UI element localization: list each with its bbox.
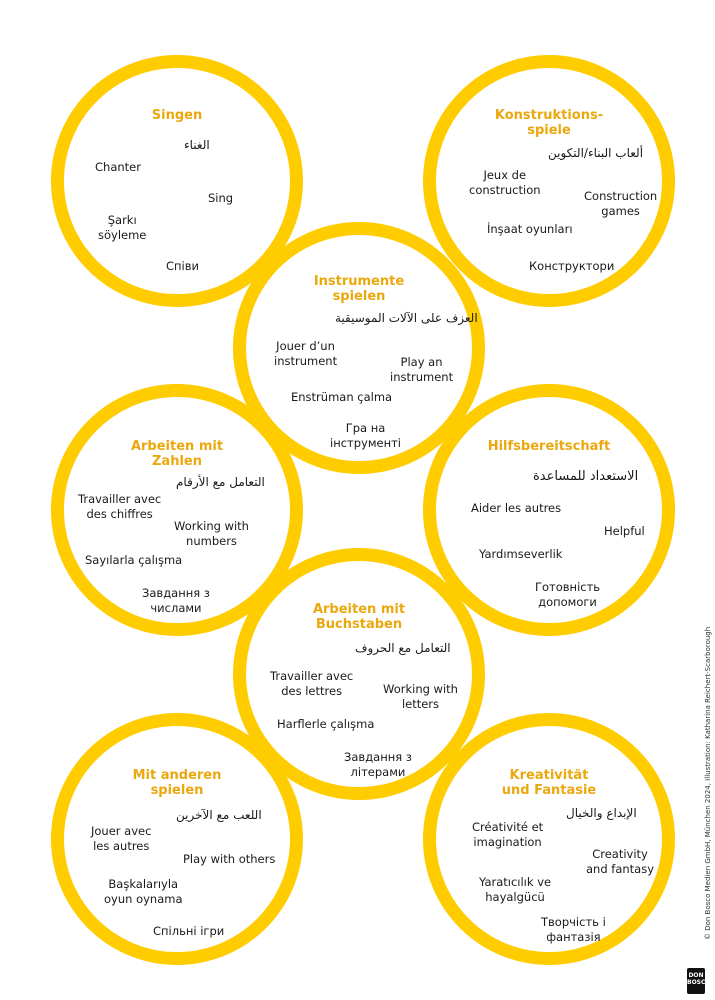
word-english: Sing [208, 191, 234, 205]
logo-text: DON BOSCO [687, 972, 711, 986]
word-turkish: Sayılarla çalışma [85, 553, 183, 567]
word-arabic: العزف على الآلات الموسيقية [335, 311, 478, 325]
word-arabic: الاستعداد للمساعدة [533, 469, 639, 484]
word-arabic: ألعاب البناء/التكوين [548, 146, 644, 160]
word-ukrainian: Спільні ігри [153, 924, 225, 938]
word-arabic: الإبداع والخيال [566, 806, 637, 820]
publisher-logo: DON BOSCO [687, 968, 711, 994]
circle-title: Instrumente spielen [313, 274, 405, 304]
word-french: Chanter [95, 160, 141, 174]
word-french: Jeux de construction [469, 168, 541, 197]
word-ukrainian: Готовність допомоги [535, 580, 601, 609]
word-french: Jouer d’un instrument [274, 339, 338, 368]
circle-title: Arbeiten mit Buchstaben [312, 602, 406, 632]
word-arabic: التعامل مع الأرقام [176, 475, 265, 489]
circle-mit-anderen-spielen: Mit anderen spielen اللعب مع الآخرين Jou… [51, 713, 303, 965]
word-ukrainian: Співи [166, 259, 199, 273]
word-turkish: İnşaat oyunları [487, 222, 573, 236]
word-english: Construction games [584, 189, 658, 218]
word-turkish: Başkalarıyla oyun oynama [104, 877, 183, 906]
word-french: Aider les autres [471, 501, 562, 515]
circle-title: Konstruktions- spiele [494, 108, 604, 138]
word-ukrainian: Гра на інструменті [330, 421, 402, 450]
word-english: Play an instrument [390, 355, 454, 384]
copyright-credit: © Don Bosco Medien GmbH, München 2024, I… [704, 626, 712, 940]
word-english: Working with letters [383, 682, 458, 711]
word-ukrainian: Завдання з числами [142, 586, 210, 615]
word-turkish: Yaratıcılık ve hayalgücü [479, 875, 552, 904]
circle-title: Kreativität und Fantasie [501, 768, 597, 798]
word-french: Travailler avec des lettres [270, 669, 354, 698]
word-turkish: Harflerle çalışma [277, 717, 375, 731]
word-turkish: Şarkı söyleme [98, 213, 147, 242]
word-english: Working with numbers [174, 519, 249, 548]
word-english: Creativity and fantasy [586, 847, 655, 876]
circle-title: Hilfsbereitschaft [487, 439, 611, 454]
circle-title: Singen [151, 108, 203, 123]
word-french: Travailler avec des chiffres [78, 492, 162, 521]
word-arabic: اللعب مع الآخرين [176, 808, 262, 822]
circle-kreativitaet-und-fantasie: Kreativität und Fantasie الإبداع والخيال… [423, 713, 675, 965]
circle-title: Mit anderen spielen [132, 768, 222, 798]
word-english: Helpful [604, 524, 645, 538]
circle-title: Arbeiten mit Zahlen [130, 439, 224, 469]
word-arabic: الغناء [184, 138, 210, 152]
word-french: Jouer avec les autres [91, 824, 152, 853]
word-ukrainian: Конструктори [529, 259, 615, 273]
circle-konstruktionsspiele: Konstruktions- spiele ألعاب البناء/التكو… [423, 55, 675, 307]
word-french: Créativité et imagination [472, 820, 544, 849]
word-ukrainian: Завдання з літерами [344, 750, 412, 779]
circle-hilfsbereitschaft: Hilfsbereitschaft الاستعداد للمساعدة Aid… [423, 384, 675, 636]
word-arabic: التعامل مع الحروف [355, 641, 451, 655]
word-turkish: Enstrüman çalma [291, 390, 393, 404]
word-turkish: Yardımseverlik [479, 547, 563, 561]
word-english: Play with others [183, 852, 276, 866]
word-ukrainian: Творчість і фантазія [541, 915, 606, 944]
